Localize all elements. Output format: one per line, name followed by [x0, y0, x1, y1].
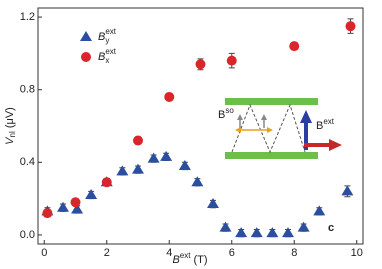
data-point	[178, 159, 191, 170]
y-axis-label: Vnl (μV)	[4, 107, 17, 145]
x-tick-label: 0	[41, 247, 47, 259]
data-point	[101, 177, 112, 188]
data-point	[195, 59, 206, 70]
data-point	[235, 227, 248, 238]
data-point	[191, 176, 204, 187]
data-point	[70, 197, 81, 208]
inset-diagram: Bso Bext	[218, 98, 342, 159]
data-point	[207, 198, 219, 209]
data-point	[132, 163, 144, 174]
data-point	[133, 135, 143, 146]
inset-arrowhead	[261, 114, 267, 120]
inset-arrowhead	[300, 110, 312, 123]
plot-frame	[37, 7, 364, 245]
inset-arrowhead	[237, 114, 243, 120]
inset-path	[231, 103, 306, 154]
x-tick-label: 4	[166, 247, 172, 259]
data-point	[226, 55, 237, 66]
data-point	[219, 221, 232, 232]
legend-sup: ext	[105, 27, 116, 36]
x-tick-label: 8	[291, 247, 297, 259]
data-point	[266, 227, 279, 238]
legend-sub: y	[105, 36, 109, 45]
y-tick-label: 1.2	[20, 11, 35, 23]
data-point	[345, 21, 356, 32]
inset-label: Bso	[218, 106, 234, 121]
data-point	[160, 150, 173, 161]
legend-label: Bxext	[98, 47, 117, 65]
legend-marker	[81, 52, 91, 62]
data-point	[297, 221, 310, 232]
data-point	[164, 91, 175, 102]
data-point	[282, 227, 294, 238]
data-point	[71, 203, 84, 214]
legend-marker	[80, 31, 92, 41]
data-point	[147, 152, 160, 163]
y-tick-label: 0.4	[20, 156, 35, 168]
legend-name: B	[98, 51, 105, 63]
inset-arrowhead	[267, 127, 273, 133]
data-point	[42, 208, 53, 219]
legend-name: B	[98, 31, 105, 43]
y-tick-label: 0.8	[20, 84, 35, 96]
y-tick-label: 0.0	[20, 229, 35, 241]
data-point	[250, 227, 263, 238]
data-point	[313, 205, 326, 216]
legend-sub: x	[105, 56, 109, 65]
x-axis-label: Bext (T)	[172, 251, 207, 266]
data-point	[289, 41, 300, 52]
data-point	[57, 201, 69, 212]
data-point	[85, 188, 98, 199]
inset-label: Bext	[316, 117, 335, 132]
data-point	[341, 185, 354, 196]
x-tick-label: 6	[229, 247, 235, 259]
x-tick-label: 2	[104, 247, 110, 259]
inset-arrowhead	[235, 127, 241, 133]
panel-label: c	[328, 222, 334, 234]
data-point	[116, 165, 129, 176]
x-tick-label: 10	[351, 247, 363, 259]
inset-arrowhead	[329, 139, 342, 151]
legend-sup: ext	[105, 47, 116, 56]
inset-bar	[225, 98, 318, 105]
inset-bar	[225, 152, 318, 159]
legend-label: Byext	[98, 27, 117, 45]
